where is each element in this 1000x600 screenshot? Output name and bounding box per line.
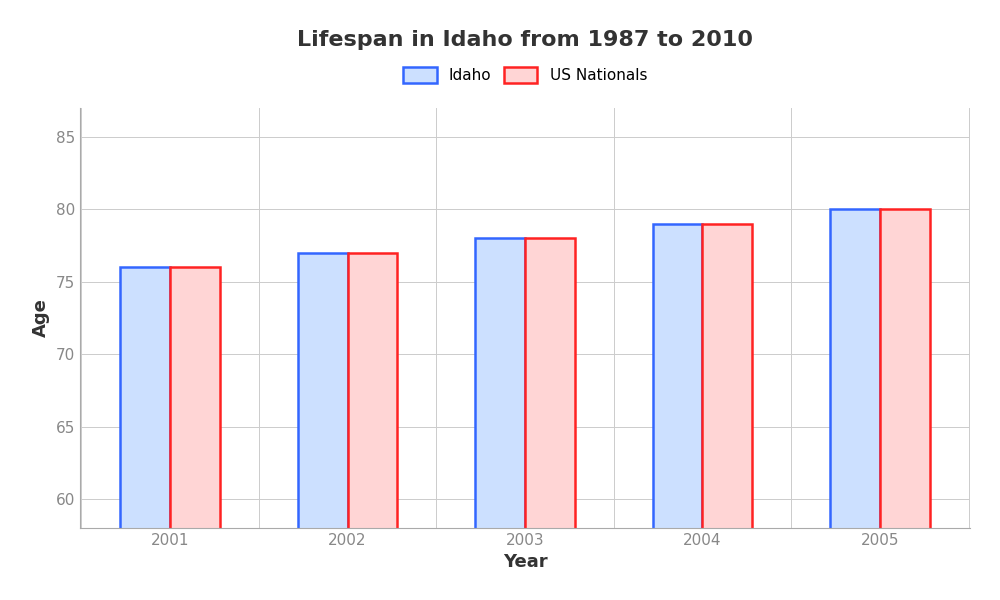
Bar (120, 268, 170, 600)
X-axis label: Year: Year (503, 553, 547, 571)
Bar (880, 209, 930, 600)
Bar (653, 224, 702, 600)
Bar (475, 238, 525, 600)
Bar (830, 209, 880, 600)
Y-axis label: Age: Age (32, 299, 50, 337)
Bar (348, 253, 397, 600)
Legend: Idaho, US Nationals: Idaho, US Nationals (397, 61, 653, 89)
Bar (170, 268, 220, 600)
Title: Lifespan in Idaho from 1987 to 2010: Lifespan in Idaho from 1987 to 2010 (297, 29, 753, 49)
Bar (702, 224, 752, 600)
Bar (525, 238, 575, 600)
Bar (298, 253, 348, 600)
